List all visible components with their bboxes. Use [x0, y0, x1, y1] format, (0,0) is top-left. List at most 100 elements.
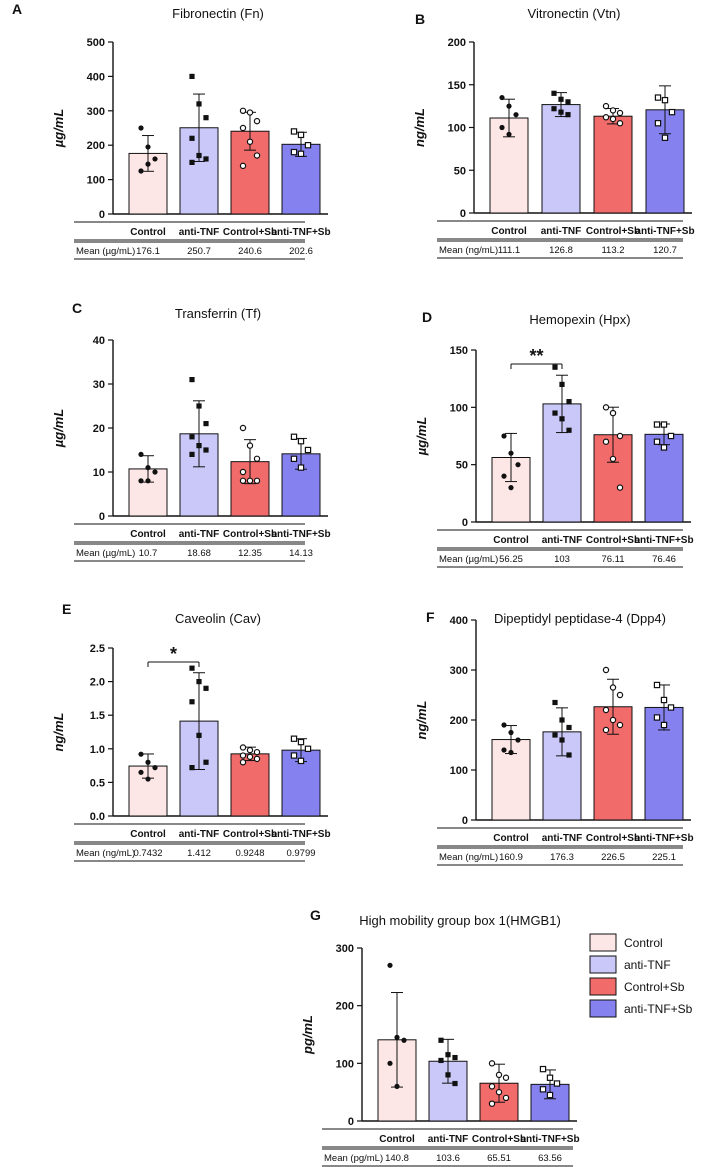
data-point [138, 168, 144, 174]
data-point [239, 162, 247, 170]
data-point [616, 120, 624, 127]
data-point [138, 478, 144, 484]
mean-row-label: Mean (µg/mL) [439, 554, 498, 565]
data-point [667, 704, 675, 711]
data-point [297, 464, 305, 471]
data-point [189, 73, 195, 79]
data-point [616, 691, 624, 699]
data-point [145, 161, 151, 167]
y-tick-label: 300 [450, 665, 468, 677]
y-tick-label: 500 [87, 37, 105, 49]
data-point [602, 706, 610, 714]
data-point [501, 473, 507, 479]
data-point [145, 144, 151, 150]
data-point [502, 1074, 510, 1081]
data-point [495, 1088, 503, 1096]
data-point [145, 465, 151, 471]
data-point [602, 102, 610, 110]
mean-value: 65.51 [487, 1153, 511, 1164]
data-point [501, 722, 507, 728]
y-tick-label: 100 [450, 765, 468, 777]
mean-value: 225.1 [652, 852, 676, 863]
data-point [553, 1080, 561, 1087]
mean-value: 176.3 [550, 852, 574, 863]
y-tick-label: 40 [93, 335, 105, 347]
y-tick-label: 20 [93, 423, 105, 435]
data-point [445, 1052, 451, 1058]
data-point [559, 737, 565, 743]
mean-value: 226.5 [601, 852, 625, 863]
data-point [203, 421, 209, 427]
data-point [559, 717, 565, 723]
y-tick-label: 0 [460, 208, 466, 220]
data-point [609, 115, 617, 123]
chart-title: Vitronectin (Vtn) [528, 6, 621, 21]
data-point [189, 377, 195, 383]
data-point [196, 403, 202, 409]
data-point [253, 748, 261, 756]
mean-value: 0.9799 [286, 848, 315, 859]
chart-panel-a: A Fibronectin (Fn) µg/mL 0 100 200 300 400 500 Co… [12, 1, 331, 260]
bar-control-sb [230, 753, 270, 817]
data-point [239, 744, 247, 751]
category-label: anti-TNF+Sb [520, 1134, 579, 1145]
data-point [152, 765, 158, 771]
mean-value: 1.412 [187, 848, 211, 859]
data-point [559, 381, 565, 387]
data-point [616, 109, 624, 117]
significance-marker: * [170, 644, 177, 664]
mean-value: 14.13 [289, 548, 313, 559]
data-point [203, 115, 209, 121]
mean-value: 76.46 [652, 554, 676, 565]
mean-value: 76.11 [601, 554, 624, 565]
data-point [660, 721, 668, 729]
data-point [290, 128, 298, 135]
data-point [138, 769, 144, 775]
mean-value: 0.7432 [133, 848, 162, 859]
data-point [488, 1083, 496, 1090]
category-label: anti-TNF [428, 1134, 469, 1145]
category-label: Control+Sb [223, 227, 277, 238]
chart-panel-d: D Hemopexin (Hpx) µg/mL 0 50 100 150 ** Control a… [414, 309, 694, 568]
mean-value: 250.7 [187, 246, 211, 257]
y-tick-label: 200 [448, 37, 466, 49]
data-point [138, 451, 144, 457]
data-point [499, 94, 505, 101]
y-tick-label: 2.5 [90, 643, 105, 655]
y-tick-label: 30 [93, 379, 105, 391]
category-label: Control+Sb [223, 529, 277, 540]
data-point [401, 1037, 407, 1043]
data-point [602, 438, 610, 445]
panel-letter: E [62, 601, 71, 617]
y-tick-label: 1.0 [90, 744, 105, 756]
category-label: Control [491, 226, 527, 237]
data-point [246, 109, 254, 116]
data-point [661, 96, 669, 104]
legend-label: Control [624, 936, 663, 950]
data-point [239, 124, 247, 132]
mean-value: 202.6 [289, 246, 313, 257]
y-axis-label: ng/mL [412, 108, 427, 147]
data-point [138, 125, 144, 131]
data-point [661, 134, 669, 141]
y-tick-label: 100 [336, 1058, 354, 1070]
y-tick-label: 100 [450, 402, 468, 414]
data-point [616, 484, 624, 491]
data-point [552, 732, 558, 738]
data-point [660, 421, 668, 428]
data-point [452, 1080, 458, 1087]
data-point [499, 124, 505, 131]
data-point [438, 1037, 444, 1043]
data-point [189, 434, 195, 440]
category-label: Control [379, 1134, 415, 1145]
category-label: anti-TNF+Sb [634, 535, 693, 546]
data-point [565, 99, 571, 105]
data-point [667, 432, 675, 440]
data-point [239, 468, 247, 476]
data-point [653, 714, 661, 721]
y-tick-label: 300 [87, 106, 105, 118]
data-point [508, 485, 514, 491]
data-point [551, 106, 557, 112]
data-point [189, 699, 195, 705]
data-point [304, 142, 312, 149]
